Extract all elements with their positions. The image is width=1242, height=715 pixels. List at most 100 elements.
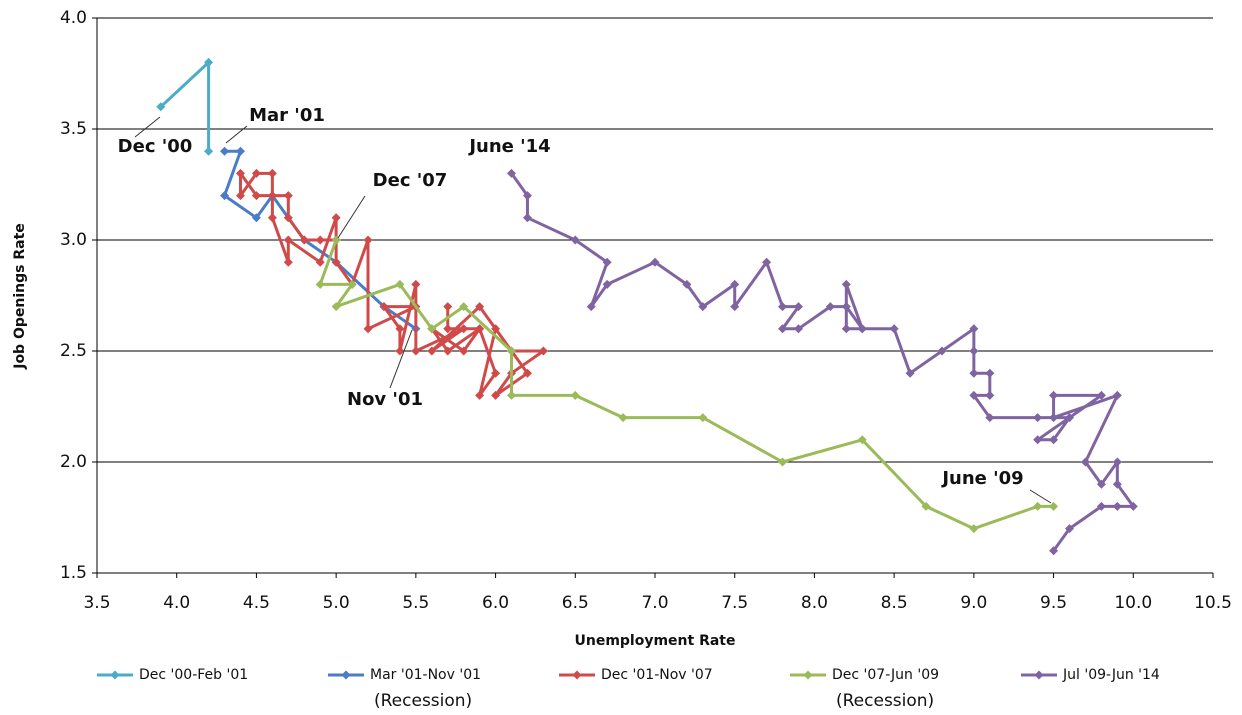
point	[778, 324, 788, 334]
point	[602, 257, 612, 267]
point	[778, 302, 788, 312]
annotation-leader	[134, 116, 161, 138]
x-tick-label: 10.0	[1114, 593, 1152, 613]
point	[1049, 435, 1059, 445]
annotation: Dec '00	[118, 136, 193, 157]
point	[204, 146, 214, 156]
point	[395, 346, 405, 356]
x-tick-label: 8.0	[801, 593, 828, 613]
point	[395, 324, 405, 334]
point	[1049, 390, 1059, 400]
annotation: June '09	[940, 468, 1023, 489]
point	[283, 213, 293, 223]
point	[841, 302, 851, 312]
legend-label: Dec '00-Feb '01	[139, 667, 248, 683]
y-tick-label: 3.5	[60, 119, 87, 139]
y-tick-label: 2.5	[60, 341, 87, 361]
y-tick-label: 4.0	[60, 8, 87, 28]
point	[969, 390, 979, 400]
point	[1096, 501, 1106, 511]
annotation-leader	[337, 195, 366, 239]
x-tick-label: 9.5	[1040, 593, 1067, 613]
series-line	[318, 239, 1054, 531]
point	[204, 57, 214, 67]
point	[985, 390, 995, 400]
point	[682, 279, 692, 289]
point	[650, 257, 660, 267]
point	[841, 324, 851, 334]
point	[570, 235, 580, 245]
point	[1112, 479, 1122, 489]
point	[491, 324, 501, 334]
point	[507, 346, 517, 356]
x-tick-label: 10.5	[1194, 593, 1232, 613]
x-tick-label: 5.0	[323, 593, 350, 613]
legend-marker	[803, 670, 813, 680]
point	[730, 302, 740, 312]
point	[969, 524, 979, 534]
point	[1080, 457, 1090, 467]
point	[267, 191, 277, 201]
x-tick-label: 4.0	[163, 593, 190, 613]
x-tick-label: 6.0	[482, 593, 509, 613]
point	[443, 324, 453, 334]
point	[841, 279, 851, 289]
legend-marker	[572, 670, 582, 680]
point	[522, 213, 532, 223]
point	[315, 257, 325, 267]
point	[507, 390, 517, 400]
x-tick-label: 9.0	[960, 593, 987, 613]
point	[411, 346, 421, 356]
annotation: Mar '01	[249, 105, 325, 126]
point	[778, 457, 788, 467]
annotation-leader	[225, 125, 248, 144]
y-tick-label: 3.0	[60, 230, 87, 250]
point	[522, 368, 532, 378]
point	[443, 346, 453, 356]
point	[1033, 435, 1043, 445]
legend-label: Jul '09-Jun '14	[1062, 667, 1160, 683]
annotation-leader	[1029, 489, 1052, 504]
point	[363, 324, 373, 334]
point	[602, 279, 612, 289]
point	[267, 168, 277, 178]
point	[315, 235, 325, 245]
x-tick-label: 7.5	[721, 593, 748, 613]
point	[1096, 390, 1106, 400]
point	[1049, 413, 1059, 423]
point	[427, 346, 437, 356]
point	[235, 191, 245, 201]
point	[315, 279, 325, 289]
point	[1128, 501, 1138, 511]
point	[459, 346, 469, 356]
x-tick-label: 8.5	[881, 593, 908, 613]
x-axis-title: Unemployment Rate	[574, 633, 735, 649]
point	[889, 324, 899, 334]
legend-note: (Recession)	[374, 691, 472, 711]
point	[299, 235, 309, 245]
annotation: Nov '01	[347, 389, 423, 410]
x-tick-label: 6.5	[562, 593, 589, 613]
point	[283, 191, 293, 201]
point	[762, 257, 772, 267]
point	[698, 302, 708, 312]
point	[857, 324, 867, 334]
point	[618, 413, 628, 423]
point	[969, 368, 979, 378]
legend-label: Dec '01-Nov '07	[601, 667, 713, 683]
point	[1112, 457, 1122, 467]
point	[363, 235, 373, 245]
point	[251, 168, 261, 178]
point	[1112, 390, 1122, 400]
series-line	[238, 171, 545, 397]
point	[1049, 546, 1059, 556]
point	[220, 191, 230, 201]
point	[905, 368, 915, 378]
annotation: June '14	[467, 136, 550, 157]
annotation: Dec '07	[373, 170, 448, 191]
point	[522, 191, 532, 201]
point	[235, 146, 245, 156]
x-tick-label: 4.5	[243, 593, 270, 613]
point	[937, 346, 947, 356]
